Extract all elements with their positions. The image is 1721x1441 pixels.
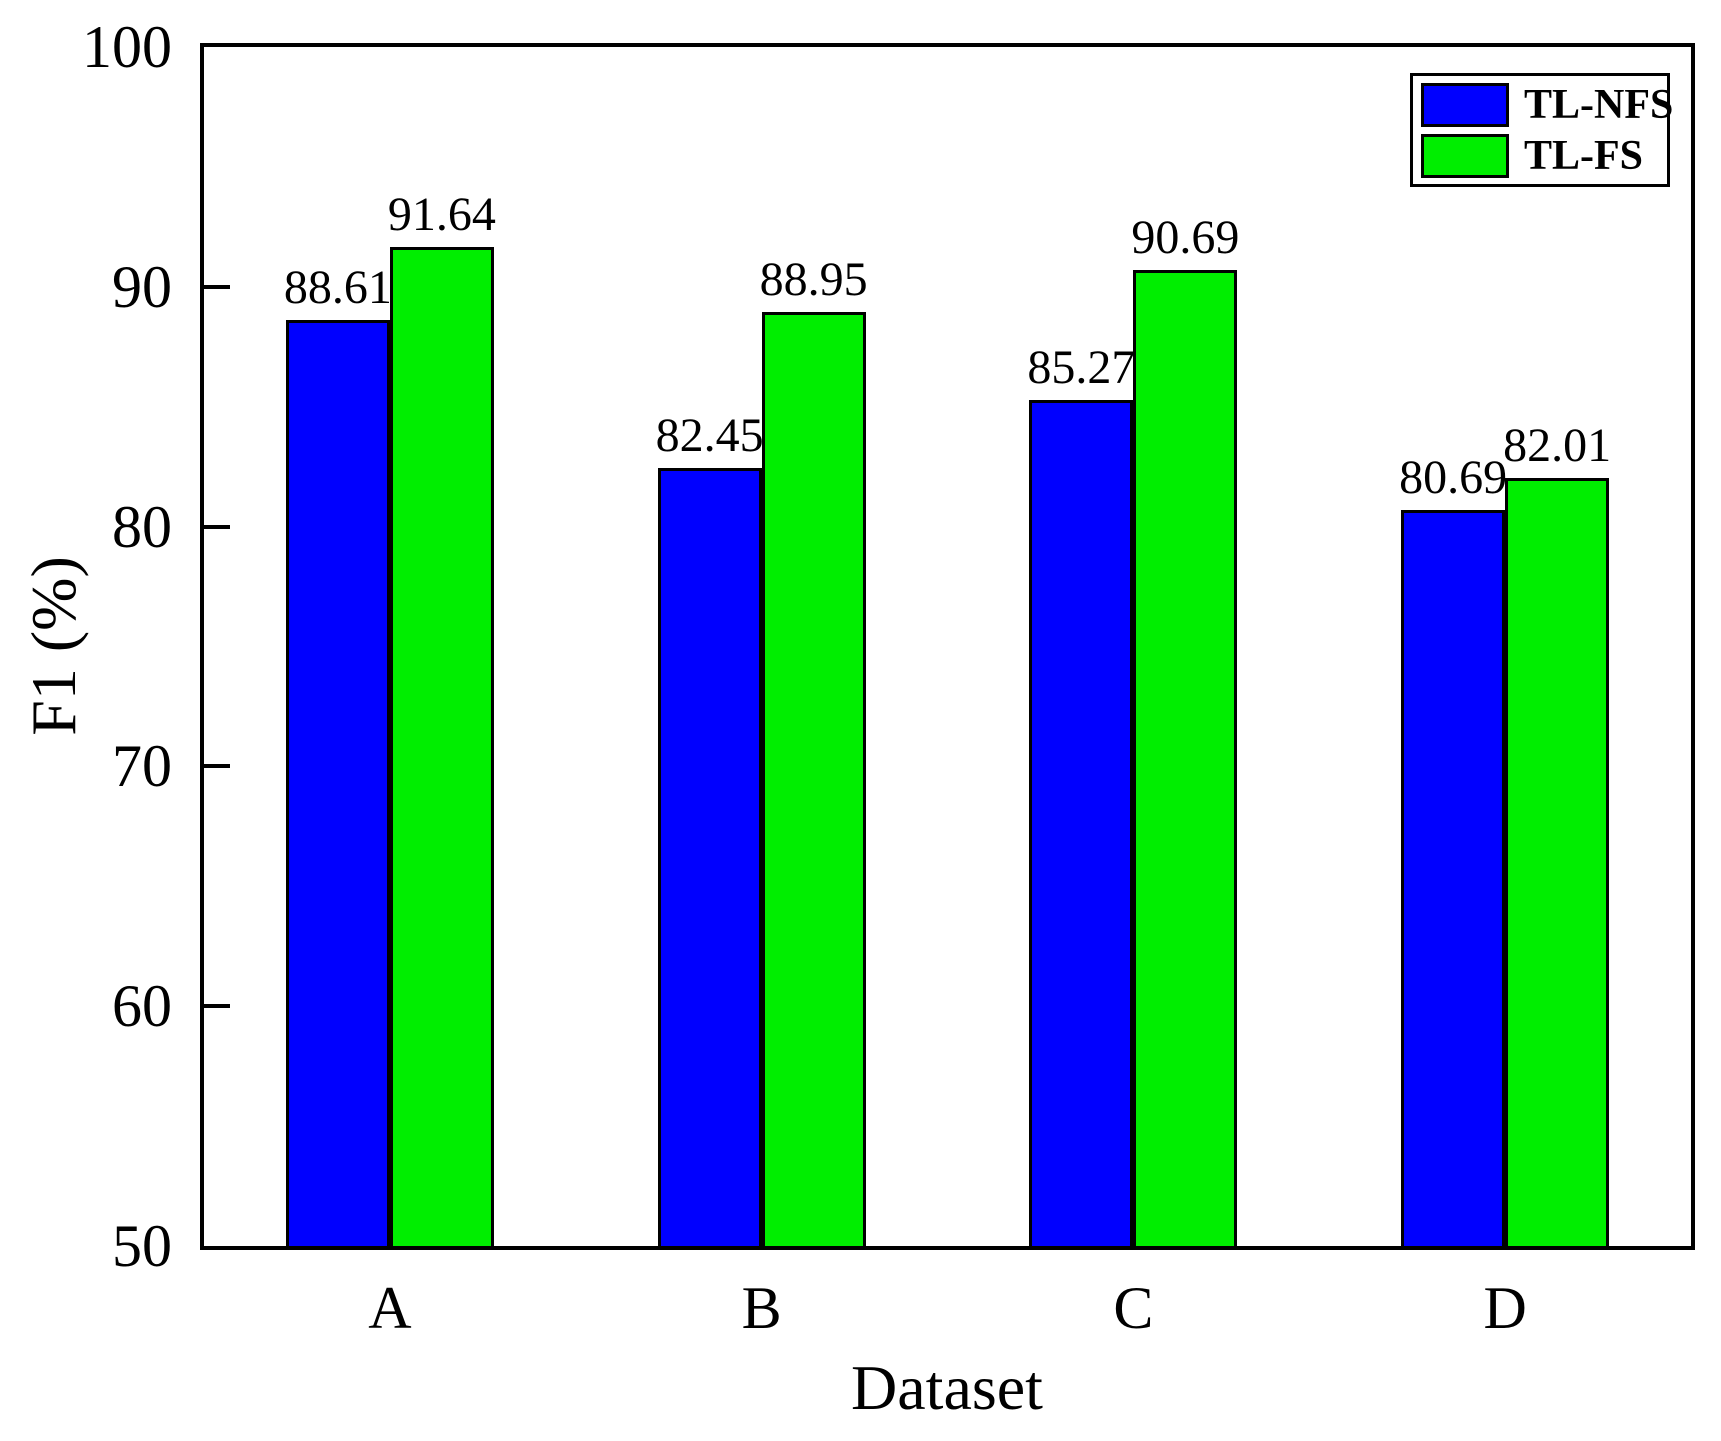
y-tick-label: 50: [112, 1213, 172, 1279]
y-tick: [204, 284, 230, 289]
x-category-label-a: A: [368, 1275, 412, 1341]
x-category-label-b: B: [741, 1275, 782, 1341]
bar-value-label: 82.01: [1503, 419, 1612, 473]
bar-value-label: 88.95: [759, 252, 868, 306]
y-tick-label: 100: [82, 14, 172, 80]
bar-tl-fs-a: [389, 247, 494, 1246]
y-tick-label: 60: [112, 973, 172, 1040]
legend-label: TL-FS: [1524, 132, 1644, 179]
bar-value-label: 85.27: [1027, 341, 1136, 395]
legend-swatch-tl-fs: [1421, 133, 1509, 178]
bar-tl-fs-b: [761, 311, 866, 1246]
legend-label: TL-NFS: [1524, 81, 1674, 128]
bar-tl-fs-c: [1133, 270, 1238, 1246]
x-category-label-c: C: [1113, 1275, 1154, 1341]
bar-value-label: 90.69: [1131, 211, 1240, 265]
legend-entry: TL-FS: [1421, 132, 1659, 179]
bar-tl-fs-d: [1505, 478, 1610, 1246]
y-tick-label: 80: [112, 493, 172, 560]
bar-value-label: 80.69: [1399, 451, 1508, 505]
y-tick: [204, 524, 230, 529]
bar-tl-nfs-c: [1029, 400, 1134, 1246]
legend: TL-NFS TL-FS: [1410, 73, 1673, 187]
y-tick: [204, 764, 230, 769]
y-axis-title: F1 (%): [18, 556, 89, 736]
y-tick-label: 90: [112, 253, 172, 320]
bar-value-label: 91.64: [387, 188, 496, 242]
y-tick-label: 70: [112, 733, 172, 800]
y-tick: [204, 1004, 230, 1009]
x-category-label-d: D: [1483, 1275, 1527, 1341]
legend-swatch-tl-nfs: [1421, 82, 1509, 127]
plot-area: 88.61 91.64 82.45 88.95 85.27 90.69 80.69 82.01: [200, 43, 1695, 1250]
legend-entry: TL-NFS: [1421, 82, 1673, 127]
bar-tl-nfs-d: [1401, 510, 1506, 1246]
bar-value-label: 88.61: [283, 261, 392, 315]
bar-value-label: 82.45: [655, 408, 764, 462]
bar-tl-nfs-b: [657, 467, 762, 1246]
x-axis-title: Dataset: [851, 1352, 1043, 1423]
bar-tl-nfs-a: [285, 320, 390, 1246]
